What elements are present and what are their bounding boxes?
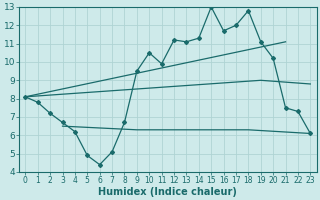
X-axis label: Humidex (Indice chaleur): Humidex (Indice chaleur) [98, 187, 237, 197]
